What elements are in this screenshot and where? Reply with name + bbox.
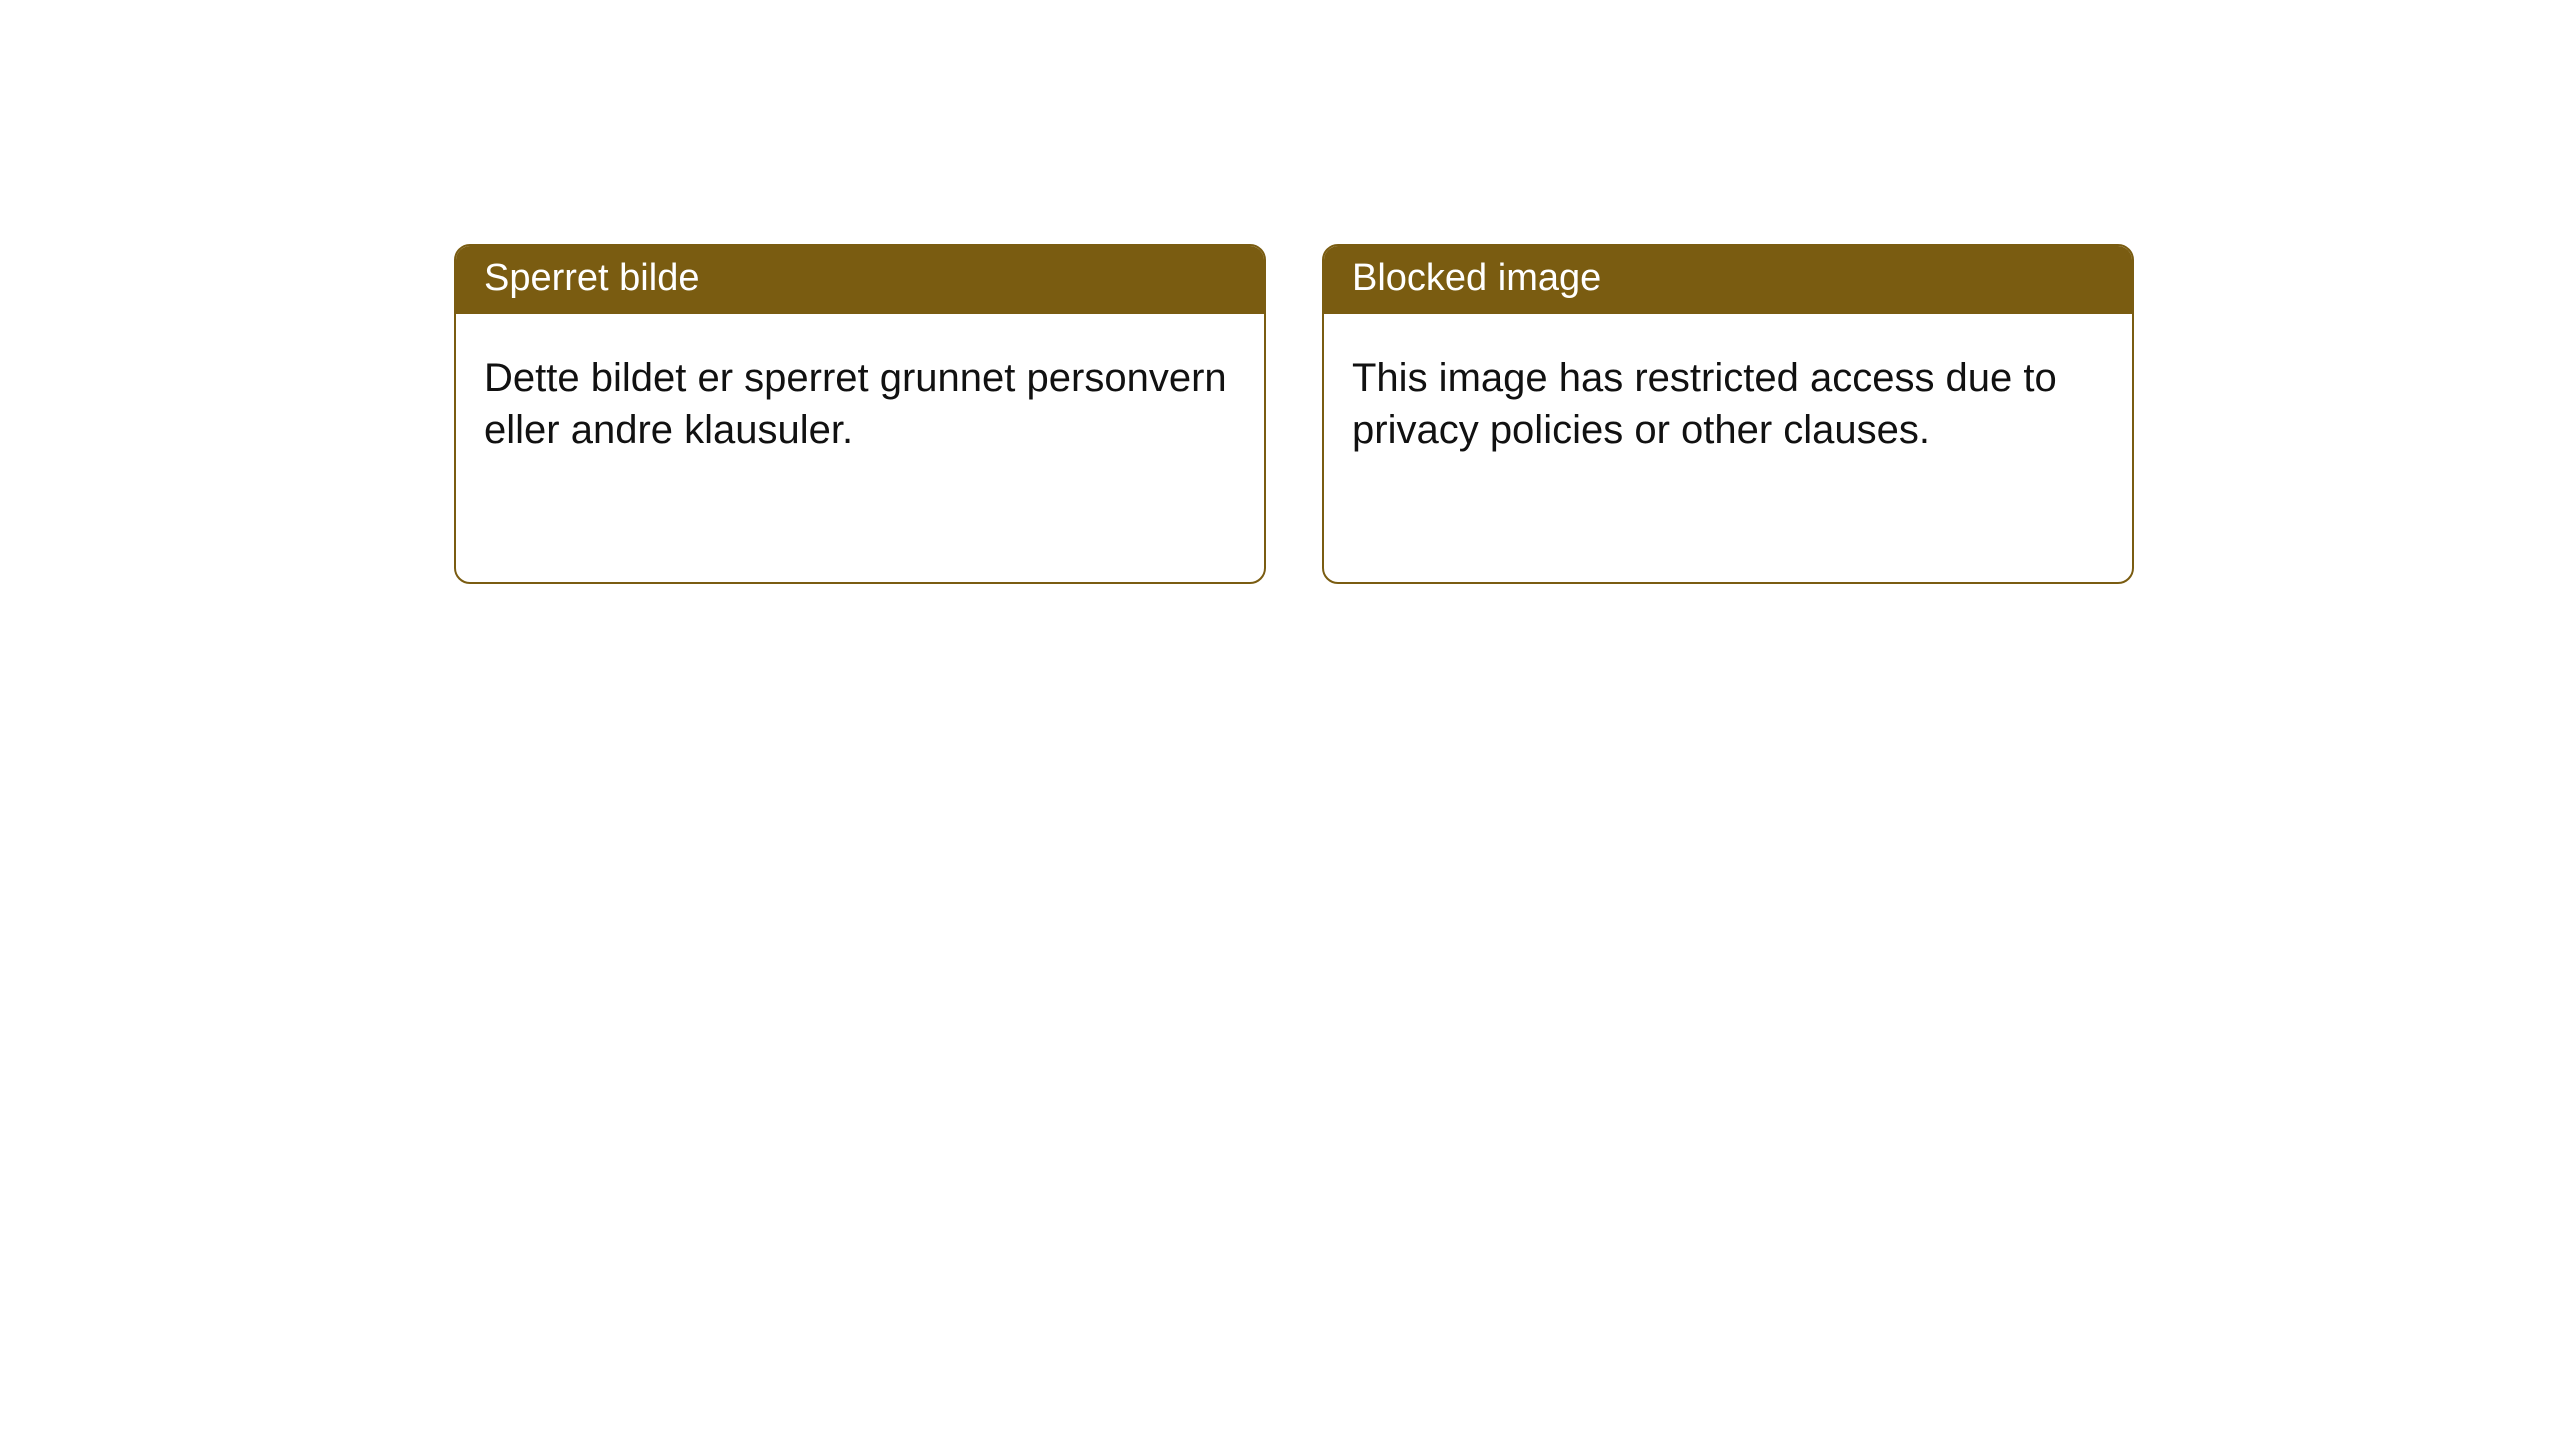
card-body: This image has restricted access due to … [1324, 314, 2132, 486]
card-title: Blocked image [1352, 257, 1601, 299]
card-header: Sperret bilde [456, 246, 1264, 314]
cards-container: Sperret bilde Dette bildet er sperret gr… [454, 244, 2560, 584]
blocked-image-card-no: Sperret bilde Dette bildet er sperret gr… [454, 244, 1266, 584]
card-title: Sperret bilde [484, 257, 699, 299]
card-body-text: Dette bildet er sperret grunnet personve… [484, 356, 1227, 453]
card-header: Blocked image [1324, 246, 2132, 314]
card-body-text: This image has restricted access due to … [1352, 356, 2057, 453]
blocked-image-card-en: Blocked image This image has restricted … [1322, 244, 2134, 584]
card-body: Dette bildet er sperret grunnet personve… [456, 314, 1264, 486]
